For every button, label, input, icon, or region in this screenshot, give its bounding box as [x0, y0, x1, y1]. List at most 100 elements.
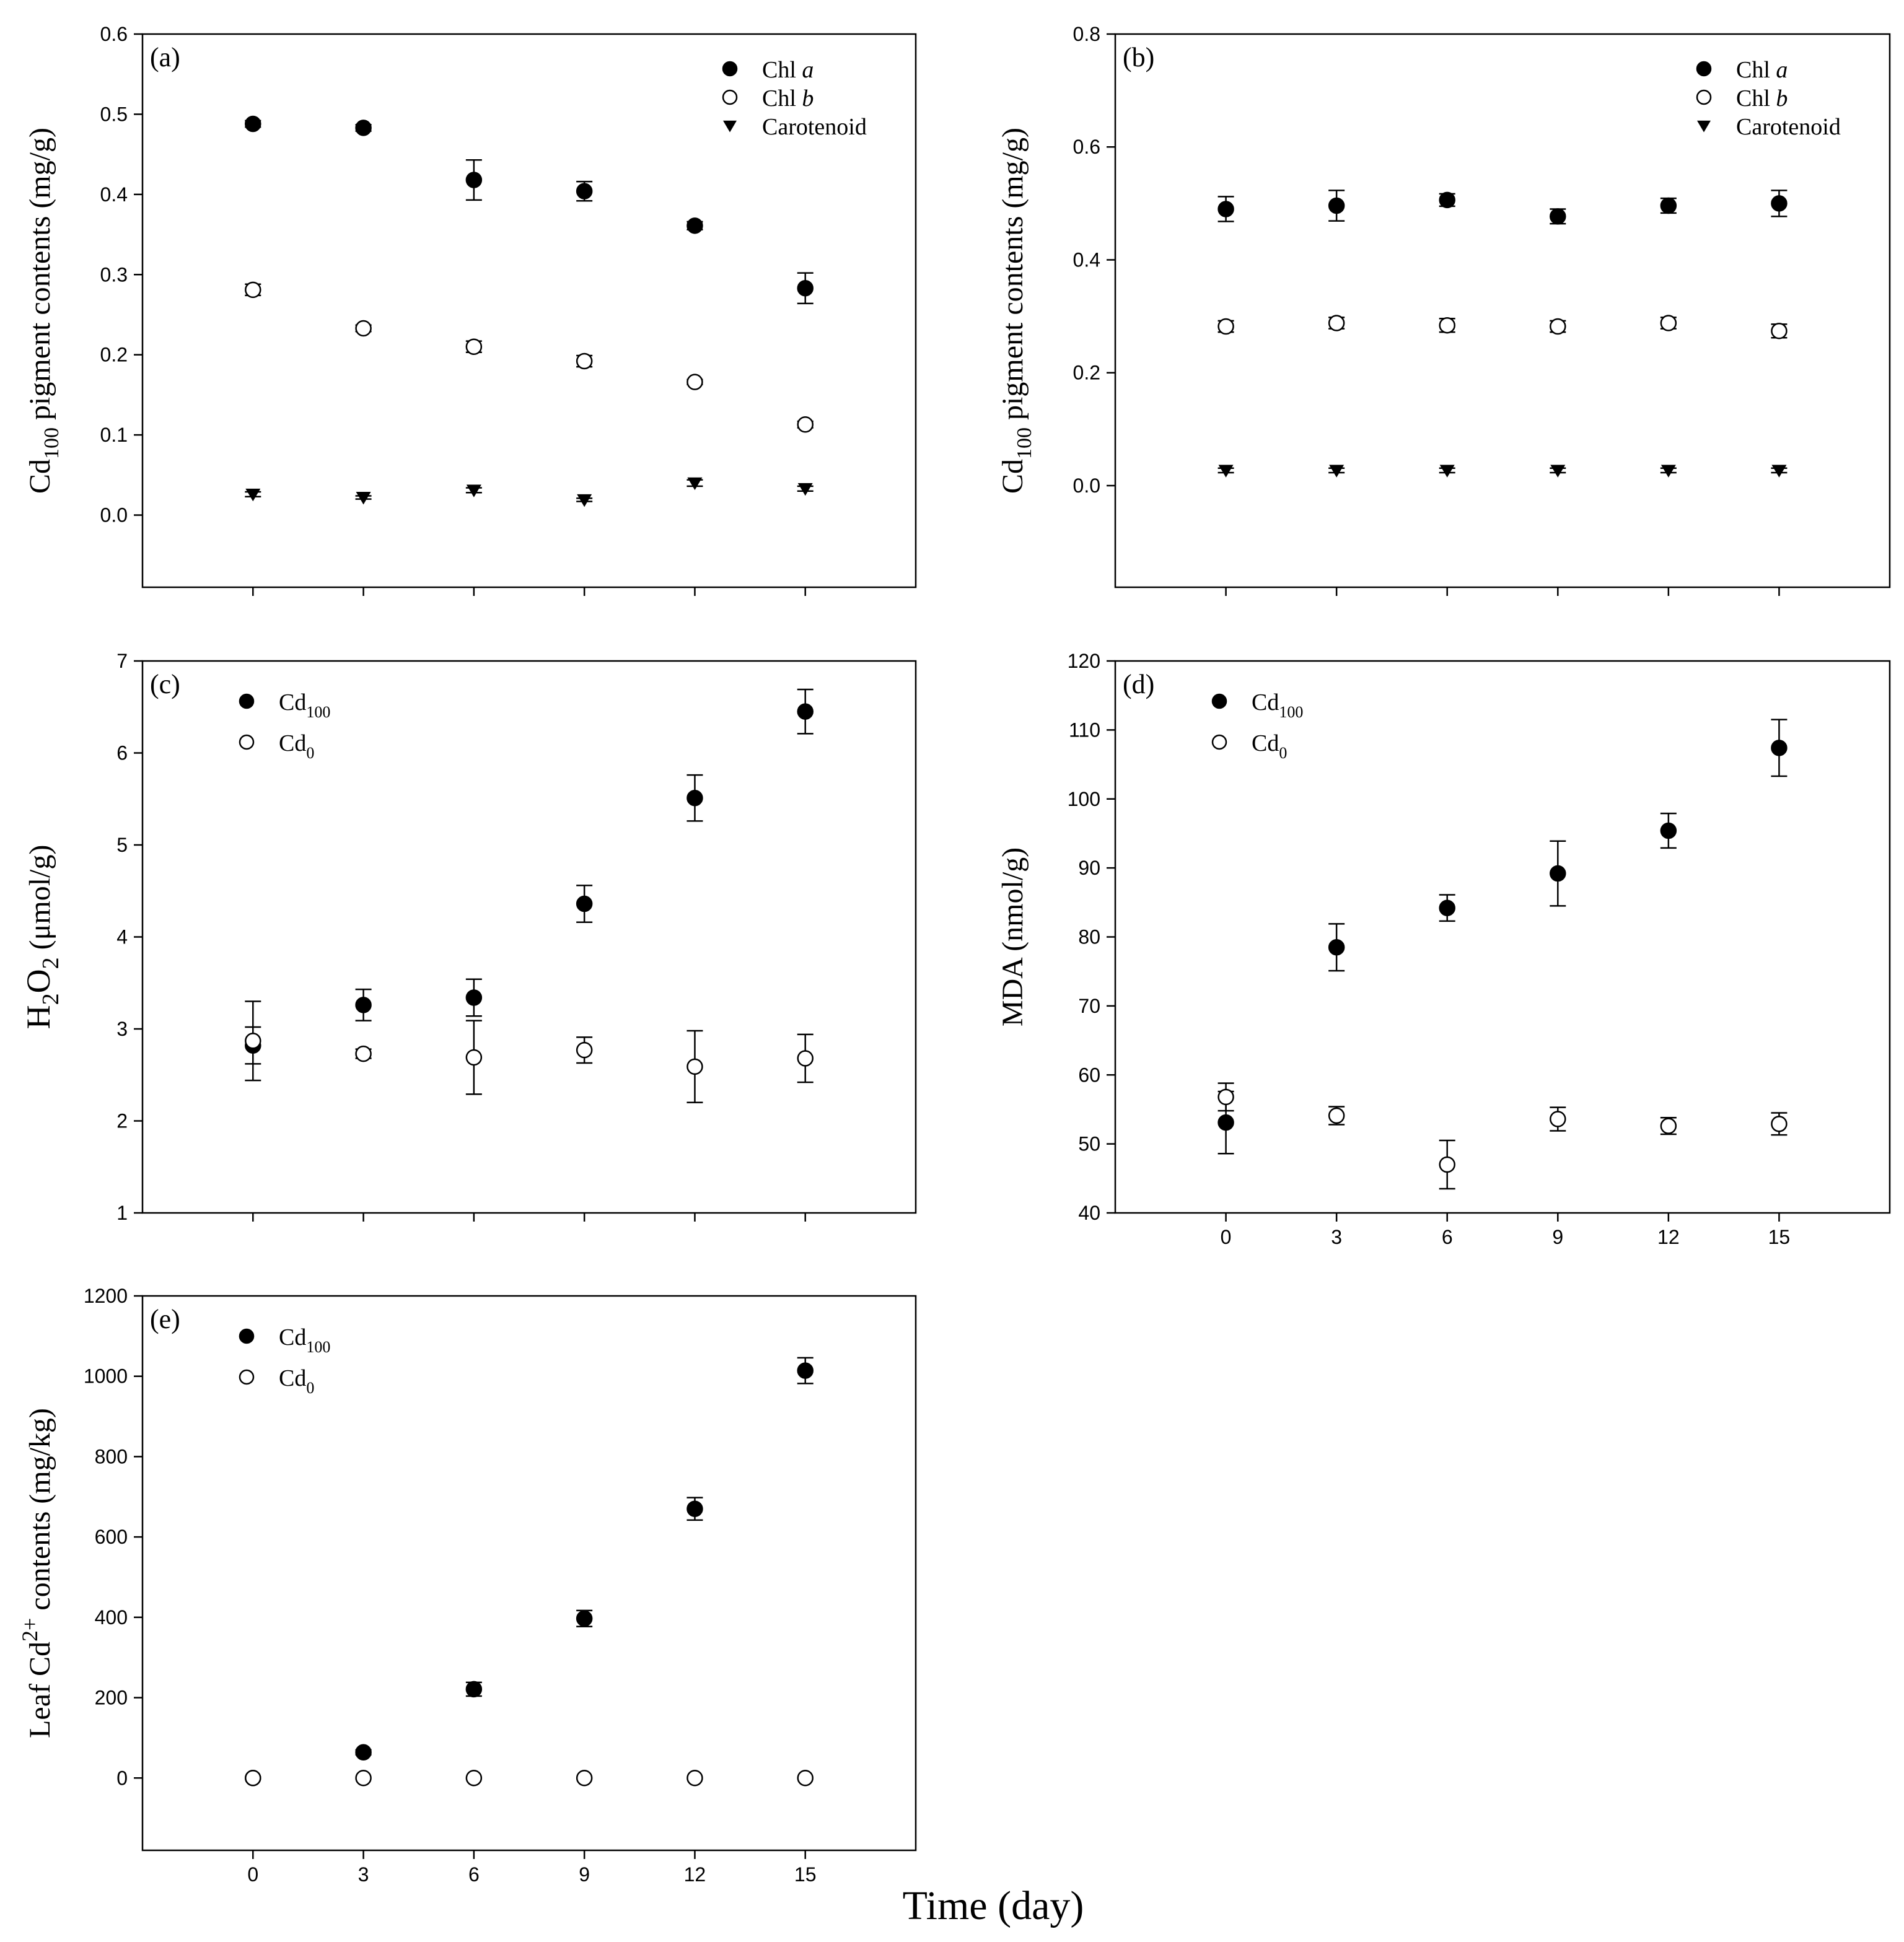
legend-marker: [1697, 120, 1711, 133]
data-point: [245, 488, 261, 502]
y-tick-label: 120: [1068, 650, 1100, 672]
data-point: [576, 1041, 593, 1059]
legend: Cd100 Cd0: [239, 1324, 330, 1397]
y-tick-label: 5: [116, 834, 128, 856]
x-tick-label: 15: [1768, 1226, 1791, 1248]
y-tick-label: 80: [1078, 926, 1100, 948]
data-point: [1771, 323, 1788, 339]
data-point: [1771, 465, 1787, 478]
legend-label: Carotenoid: [1736, 114, 1841, 140]
data-point: [245, 1770, 261, 1787]
panel-label: (d): [1123, 669, 1154, 699]
data-point: [1439, 191, 1455, 209]
x-tick-label: 0: [1221, 1226, 1232, 1248]
y-tick-label: 0.4: [1073, 248, 1100, 271]
series-chl-b: [1217, 315, 1788, 339]
x-tick-label: 6: [1442, 1226, 1453, 1248]
panel-label: (b): [1123, 42, 1154, 72]
legend-marker: [239, 1369, 255, 1385]
data-point: [356, 492, 371, 505]
data-point: [1550, 318, 1566, 335]
data-point: [355, 1744, 372, 1761]
y-tick-label: 200: [95, 1687, 128, 1709]
data-point: [355, 997, 372, 1013]
legend-label: Chl a: [762, 57, 814, 83]
y-tick-label: 1200: [84, 1285, 128, 1307]
x-tick-label: 15: [794, 1863, 817, 1886]
panel-label: (a): [150, 42, 180, 72]
legend-label: Cd0: [279, 1365, 314, 1397]
panel-a: 0.0 0.1 0.2 0.3 0.4 0.5 0.6 (a) Cd100 pigment co…: [24, 23, 917, 596]
legend-label: Cd100: [279, 1324, 330, 1356]
y-tick-label: 0.6: [1073, 136, 1100, 158]
series-chl-a: [245, 115, 814, 305]
panel-label: (c): [150, 669, 180, 699]
data-point: [1771, 740, 1788, 756]
legend-label: Cd100: [279, 689, 330, 721]
legend-marker: [1696, 61, 1712, 77]
y-tick-label: 7: [116, 650, 128, 672]
data-point: [1328, 938, 1345, 956]
data-point: [1771, 1116, 1788, 1132]
data-point: [465, 989, 483, 1006]
legend-label: Cd0: [1252, 730, 1287, 762]
y-axis-title: Cd100 pigment contents (mg/g): [996, 128, 1036, 494]
legend-marker: [1696, 89, 1712, 105]
data-point: [465, 338, 483, 355]
data-point: [1217, 1088, 1234, 1106]
y-tick-label: 0.3: [100, 263, 128, 286]
data-point: [1439, 317, 1455, 334]
data-point: [1439, 1156, 1455, 1173]
data-point: [1328, 1107, 1345, 1124]
data-point: [465, 172, 483, 188]
y-tick-label: 50: [1078, 1133, 1100, 1155]
data-point: [576, 1610, 593, 1627]
data-point: [465, 1770, 483, 1787]
legend: Cd100 Cd0: [239, 689, 330, 762]
y-axis-title: MDA (nmol/g): [996, 847, 1029, 1026]
x-tick-label: 3: [358, 1863, 369, 1886]
series-cd0: [1217, 1082, 1788, 1190]
data-point: [1217, 1114, 1234, 1131]
legend-marker: [723, 120, 737, 133]
data-point: [1550, 1111, 1566, 1127]
data-point: [355, 1045, 372, 1062]
y-tick-label: 40: [1078, 1202, 1100, 1224]
data-point: [1218, 465, 1234, 478]
data-point: [1439, 899, 1455, 916]
data-point: [687, 790, 703, 807]
data-point: [1660, 1118, 1677, 1134]
series-cd0: [245, 1770, 814, 1787]
y-tick-label: 0: [116, 1767, 128, 1789]
legend-marker: [722, 61, 738, 77]
legend-marker: [239, 1328, 255, 1344]
y-tick-label: 0.8: [1073, 23, 1100, 45]
y-tick-label: 3: [116, 1018, 128, 1040]
plot-frame: [1114, 33, 1891, 588]
data-point: [797, 1050, 814, 1067]
data-point: [1660, 197, 1677, 214]
panel-b: 0.0 0.2 0.4 0.6 0.8 (b) Cd100 pigment contents…: [996, 23, 1891, 596]
data-point: [1660, 822, 1677, 839]
y-tick-label: 800: [95, 1445, 128, 1467]
data-point: [687, 374, 703, 390]
panel-c: 1 2 3 4 5 6 7 (c) H2O2 (μmol/g) Cd100 Cd0: [20, 650, 917, 1224]
x-tick-label: 9: [1552, 1226, 1563, 1248]
data-point: [576, 895, 593, 912]
data-point: [797, 483, 813, 496]
data-point: [355, 1770, 372, 1787]
y-axis-title: Cd100 pigment contents (mg/g): [24, 128, 63, 494]
legend-label: Cd0: [279, 730, 314, 762]
legend: Cd100 Cd0: [1211, 689, 1303, 762]
data-point: [1439, 465, 1455, 478]
legend-label: Cd100: [1252, 689, 1303, 721]
y-tick-label: 0.0: [100, 504, 128, 527]
panel-label: (e): [150, 1304, 180, 1334]
legend-marker: [722, 89, 738, 105]
y-tick-label: 100: [1068, 788, 1100, 810]
y-tick-label: 0.4: [100, 183, 128, 206]
data-point: [687, 1058, 703, 1075]
data-point: [465, 1681, 483, 1698]
data-point: [1661, 465, 1676, 478]
